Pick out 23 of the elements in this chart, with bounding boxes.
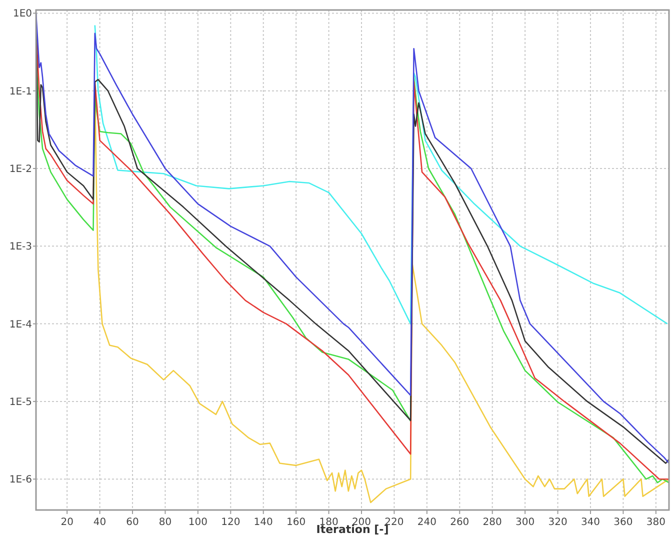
x-tick-label: 260 [450,517,470,528]
y-tick-label: 1E0 [12,8,32,20]
y-tick-label: 1E-3 [9,242,32,253]
y-tick-label: 1E-6 [9,474,32,486]
x-tick-label: 360 [614,517,633,528]
x-tick-label: 140 [254,517,273,528]
x-tick-label: 280 [482,517,502,528]
x-tick-label: 240 [417,517,436,528]
x-tick-label: 40 [93,517,106,528]
x-tick-label: 60 [126,517,139,528]
y-tick-label: 1E-5 [9,396,32,408]
y-tick-label: 1E-1 [9,86,32,98]
y-tick-label: 1E-4 [9,319,32,330]
x-tick-label: 160 [286,517,306,528]
x-tick-label: 100 [188,517,208,528]
x-tick-label: 20 [60,517,74,528]
x-tick-label: 80 [158,517,172,528]
x-tick-label: 340 [580,517,600,528]
x-tick-label: 380 [646,517,666,528]
x-tick-label: 320 [548,517,568,528]
x-tick-label: 120 [221,517,240,528]
x-tick-label: 300 [516,517,535,528]
y-tick-label: 1E-2 [9,164,32,176]
